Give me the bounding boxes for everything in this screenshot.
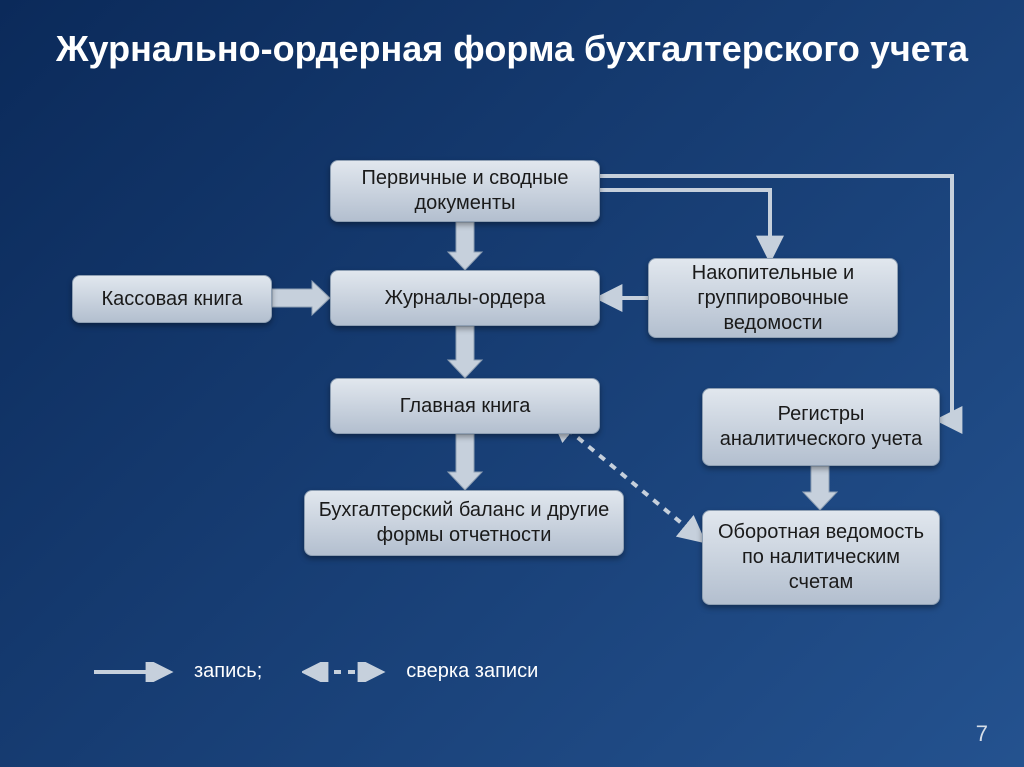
edge-journals-to-ledger [448, 326, 482, 378]
slide-title: Журнально-ордерная форма бухгалтерского … [0, 28, 1024, 69]
node-cash-book: Кассовая книга [72, 275, 272, 323]
solid-arrow-icon [90, 662, 180, 682]
node-accum-sheets: Накопительные и группировочные ведомости [648, 258, 898, 338]
slide: Журнально-ордерная форма бухгалтерского … [0, 0, 1024, 767]
node-journal-orders: Журналы-ордера [330, 270, 600, 326]
edge-primary-to-accum [600, 190, 770, 258]
node-balance: Бухгалтерский баланс и другие формы отче… [304, 490, 624, 556]
edge-cashbook-to-journals [272, 281, 330, 315]
dashed-arrow-icon [302, 662, 392, 682]
legend-item-dashed: сверка записи [302, 660, 538, 683]
node-general-ledger: Главная книга [330, 378, 600, 434]
edge-ledger-to-balance [448, 434, 482, 490]
legend-label: сверка записи [406, 660, 538, 683]
legend-item-solid: запись; [90, 660, 262, 683]
title-text: Журнально-ордерная форма бухгалтерского … [56, 28, 968, 69]
page-number: 7 [976, 721, 988, 747]
node-turnover: Оборотная ведомость по налитическим счет… [702, 510, 940, 605]
legend-label: запись; [194, 660, 262, 683]
node-analytic-reg: Регистры аналитического учета [702, 388, 940, 466]
legend: запись; сверка записи [90, 660, 578, 688]
edge-primary-to-journals [448, 222, 482, 270]
edge-analytic-to-turnover [803, 466, 837, 510]
node-primary-docs: Первичные и сводные документы [330, 160, 600, 222]
